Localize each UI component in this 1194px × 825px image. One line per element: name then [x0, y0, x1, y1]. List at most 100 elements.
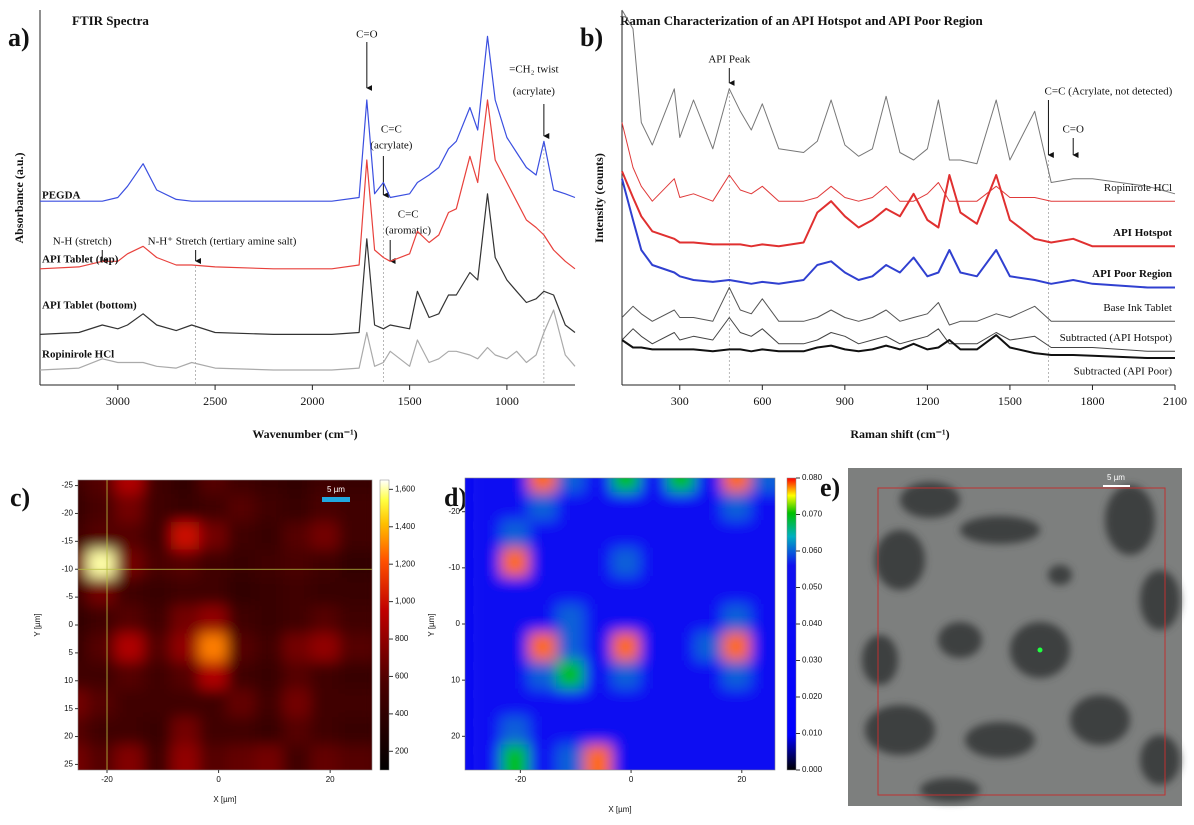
x-axis-label: Raman shift (cm⁻¹)	[850, 427, 949, 441]
colorbar-tick-label: 800	[395, 634, 409, 643]
colorbar-tick-label: 1,600	[395, 484, 416, 493]
y-axis-label: Y [µm]	[427, 613, 436, 636]
chart-title: Raman Characterization of an API Hotspot…	[620, 13, 983, 28]
annotation: (aromatic)	[385, 225, 431, 237]
x-tick-label: 20	[326, 775, 335, 784]
spectrum-line	[621, 170, 1175, 248]
x-tick-label: 1500	[398, 394, 422, 408]
x-tick-label: 1200	[915, 394, 939, 408]
heatmap	[473, 478, 775, 770]
colorbar-tick-label: 0.000	[802, 765, 823, 774]
series-label: PEGDA	[42, 190, 81, 202]
y-tick-label: 10	[451, 675, 460, 684]
colorbar-tick-label: 400	[395, 709, 409, 718]
colorbar-tick-label: 0.080	[802, 473, 823, 482]
series-label: Ropinirole HCl	[1104, 182, 1172, 194]
series-label: Subtracted (API Hotspot)	[1060, 332, 1173, 344]
panel-label: b)	[580, 23, 603, 52]
y-tick-label: 0	[69, 620, 74, 629]
y-tick-label: -20	[61, 509, 73, 518]
series-label: API Hotspot	[1113, 227, 1172, 239]
heatmap-cell	[750, 744, 775, 770]
y-tick-label: -25	[61, 481, 73, 490]
x-tick-label: 1800	[1080, 394, 1104, 408]
y-tick-label: -15	[61, 536, 73, 545]
panel-label: c)	[10, 483, 30, 512]
colorbar-tick-label: 0.050	[802, 583, 823, 592]
colorbar-tick-label: 0.030	[802, 656, 823, 665]
x-axis-label: X [µm]	[608, 805, 631, 814]
chart-title: FTIR Spectra	[72, 13, 149, 28]
x-tick-label: 300	[671, 394, 689, 408]
x-tick-label: 1000	[495, 394, 519, 408]
x-tick-label: -20	[101, 775, 113, 784]
panel-label: e)	[820, 473, 840, 502]
annotation: C=O	[1062, 124, 1084, 136]
heatmap-cells	[473, 478, 775, 770]
spectrum-line	[621, 178, 1175, 289]
y-tick-label: 0	[456, 619, 461, 628]
annotation: API Peak	[708, 54, 750, 66]
annotation: C=C	[381, 124, 402, 136]
panel-label: a)	[8, 23, 30, 52]
x-tick-label: 20	[737, 775, 746, 784]
x-tick-label: 900	[836, 394, 854, 408]
spectrum-line	[40, 35, 576, 202]
colorbar-tick-label: 0.040	[802, 619, 823, 628]
series-label: API Poor Region	[1092, 268, 1172, 280]
scale-bar-label: 5 µm	[327, 485, 345, 494]
annotation: =CH₂ twist	[509, 64, 558, 76]
series-label: Ropinirole HCl	[42, 349, 114, 361]
x-tick-label: 2000	[300, 394, 324, 408]
y-tick-label: -5	[66, 592, 74, 601]
y-tick-label: -10	[448, 563, 460, 572]
spectrum-line	[621, 287, 1175, 326]
x-axis-label: X [µm]	[213, 795, 236, 804]
series-label: API Tablet (top)	[42, 254, 119, 266]
annotation: (acrylate)	[370, 140, 412, 152]
colorbar-tick-label: 0.060	[802, 546, 823, 555]
y-tick-label: 20	[64, 732, 73, 741]
annotation: C=O	[356, 29, 378, 41]
y-axis-label: Intensity (counts)	[592, 153, 606, 243]
micrograph: 5 µm	[848, 468, 1182, 806]
colorbar	[379, 479, 390, 771]
series-label: Base Ink Tablet	[1103, 302, 1172, 314]
x-tick-label: 0	[216, 775, 221, 784]
spectrum-line	[621, 317, 1175, 352]
x-tick-label: -20	[515, 775, 527, 784]
x-tick-label: 2100	[1163, 394, 1187, 408]
spectrum-line	[621, 334, 1175, 359]
x-tick-label: 3000	[106, 394, 130, 408]
colorbar-tick-label: 0.020	[802, 692, 823, 701]
x-tick-label: 600	[753, 394, 771, 408]
y-tick-label: 5	[69, 648, 74, 657]
y-tick-label: -10	[61, 564, 73, 573]
colorbar-tick-label: 1,200	[395, 559, 416, 568]
spectrum-line	[39, 193, 576, 335]
colorbar-tick-label: 0.070	[802, 510, 823, 519]
colorbar	[786, 477, 797, 771]
colorbar-tick-label: 0.010	[802, 729, 823, 738]
annotation: C=C	[398, 209, 419, 221]
series-label: API Tablet (bottom)	[42, 300, 137, 312]
scale-bar-label: 5 µm	[1107, 473, 1125, 482]
annotation: (acrylate)	[513, 86, 555, 98]
panel-label: d)	[444, 483, 467, 512]
y-tick-label: -20	[448, 507, 460, 516]
scale-bar	[322, 497, 350, 502]
x-tick-label: 2500	[203, 394, 227, 408]
colorbar-tick-label: 1,400	[395, 522, 416, 531]
y-axis-label: Y [µm]	[33, 613, 42, 636]
colorbar-tick-label: 200	[395, 746, 409, 755]
spectrum-line	[39, 99, 576, 270]
y-axis-label: Absorbance (a.u.)	[12, 152, 26, 243]
x-tick-label: 0	[629, 775, 634, 784]
annotation: N-H⁺ Stretch (tertiary amine salt)	[148, 236, 297, 248]
x-tick-label: 1500	[998, 394, 1022, 408]
spectrum-line	[621, 122, 1175, 202]
spectrum-line	[39, 309, 576, 371]
annotation: N-H (stretch)	[53, 236, 112, 248]
x-axis-label: Wavenumber (cm⁻¹)	[252, 427, 357, 441]
